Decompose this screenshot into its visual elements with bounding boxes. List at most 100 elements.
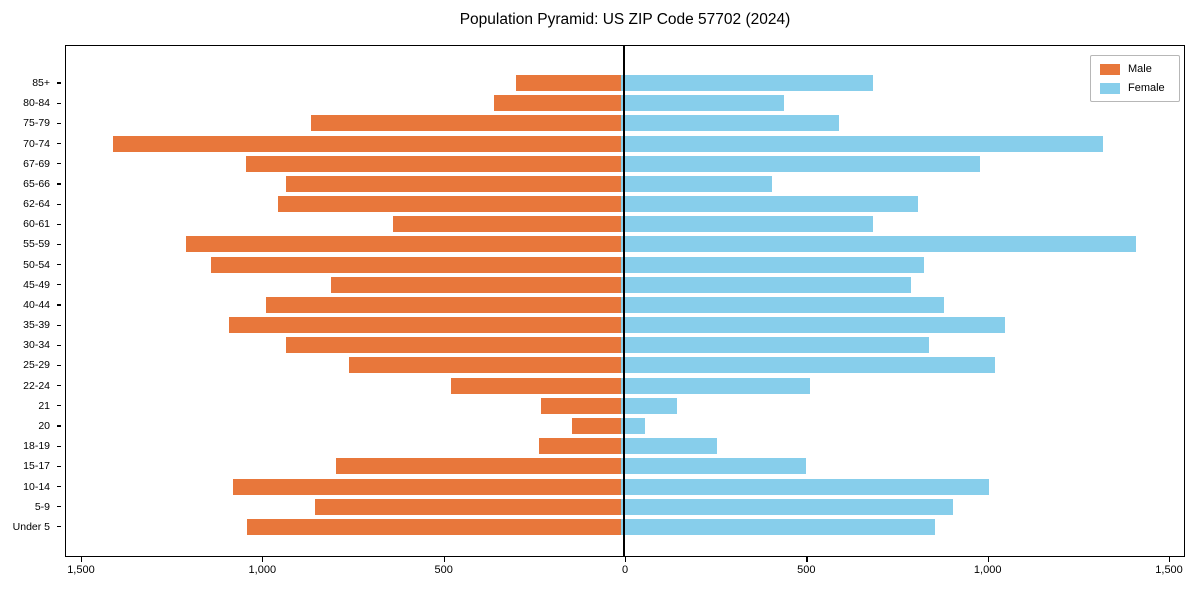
bar-area [61,234,1181,254]
pyramid-row: 60-61 [0,214,1185,234]
x-axis-tick [80,557,83,562]
bar-female-60-61 [621,216,874,233]
bar-female-55-59 [621,236,1137,253]
bar-area [61,113,1181,133]
bar-male-25-29 [348,357,621,374]
bar-area [61,93,1181,113]
legend-item-female: Female [1100,82,1170,94]
bar-male-55-59 [185,236,621,253]
y-axis-label: 10-14 [23,480,50,493]
bar-male-60-61 [392,216,621,233]
bar-female-62-64 [621,196,919,213]
bar-male-40-44 [265,296,621,313]
y-axis-tick [57,405,61,407]
pyramid-row: 25-29 [0,355,1185,375]
x-axis-tick [262,557,264,562]
pyramid-row: 70-74 [0,134,1185,154]
bar-female-21 [621,397,678,414]
y-axis-label: 40-44 [23,298,50,311]
y-axis-label: 55-59 [23,238,50,251]
bar-area [61,436,1181,456]
bar-male-20 [572,418,621,434]
y-axis-label: 75-79 [23,117,50,130]
bar-female-18-19 [621,438,718,455]
bar-female-40-44 [621,296,944,313]
bar-male-65-66 [285,175,621,192]
y-axis-tick [57,264,61,266]
bar-female-30-34 [621,337,930,354]
bar-male-62-64 [278,196,621,213]
y-axis-tick [57,344,61,346]
bar-female-22-24 [621,377,810,394]
y-axis-label: 21 [38,399,50,412]
y-axis-tick [57,465,61,467]
bar-male-Under 5 [247,518,621,535]
y-axis-tick [57,385,61,387]
y-axis-tick [57,304,61,306]
chart-title: Population Pyramid: US ZIP Code 57702 (2… [459,11,791,28]
pyramid-row: 65-66 [0,174,1185,194]
bar-area [61,396,1181,416]
pyramid-row: Under 5 [0,517,1185,537]
y-axis-label: 85+ [32,77,50,90]
pyramid-row: 15-17 [0,456,1185,476]
bar-female-20 [621,418,645,434]
y-axis-tick [57,102,61,104]
y-axis-tick [57,223,61,225]
bar-male-30-34 [285,337,621,354]
y-axis-tick [57,324,61,326]
y-axis-label: 70-74 [23,137,50,150]
y-axis-label: 30-34 [23,339,50,352]
legend-label-female: Female [1128,82,1165,94]
x-axis-tick-label: 1,500 [67,564,95,576]
y-axis-label: 50-54 [23,258,50,271]
female-color-swatch [1100,82,1120,94]
bar-area [61,497,1181,517]
bar-male-22-24 [450,377,621,394]
bar-male-75-79 [310,115,621,132]
pyramid-row: 30-34 [0,335,1185,355]
bar-female-Under 5 [621,518,935,535]
y-axis-label: 67-69 [23,157,50,170]
x-axis-tick [987,557,989,562]
bar-area [61,73,1181,93]
pyramid-row: 18-19 [0,436,1185,456]
bar-area [61,275,1181,295]
bar-male-70-74 [113,135,621,152]
pyramid-row: 50-54 [0,255,1185,275]
bar-male-85+ [515,75,621,92]
pyramid-row: 85+ [0,73,1185,93]
bar-male-15-17 [336,458,621,475]
pyramid-row: 5-9 [0,497,1185,517]
y-axis-label: Under 5 [12,520,50,533]
pyramid-row: 22-24 [0,376,1185,396]
y-axis-label: 60-61 [23,218,50,231]
x-axis-tick-label: 1,000 [248,564,277,576]
x-axis-tick [625,557,627,562]
pyramid-row: 35-39 [0,315,1185,335]
pyramid-row: 45-49 [0,275,1185,295]
bar-female-45-49 [621,276,912,293]
y-axis-tick [57,243,61,246]
y-axis-tick [57,203,61,205]
bar-male-18-19 [539,438,621,455]
y-axis-tick [57,364,61,367]
legend-item-male: Male [1100,63,1170,75]
bar-area [61,295,1181,315]
pyramid-row: 75-79 [0,113,1185,133]
x-axis-tick [806,557,808,562]
y-axis-tick [57,445,61,447]
bar-female-67-69 [621,155,981,172]
bar-area [61,456,1181,476]
y-axis-label: 22-24 [23,379,50,392]
y-axis-tick [57,122,61,125]
pyramid-row: 55-59 [0,234,1185,254]
pyramid-row: 20 [0,416,1185,436]
x-axis-tick-label: 0 [621,564,629,576]
y-axis-label: 80-84 [23,97,50,110]
bar-area [61,315,1181,335]
bar-female-70-74 [621,135,1104,152]
y-axis-label: 25-29 [23,359,50,372]
bar-area [61,214,1181,234]
